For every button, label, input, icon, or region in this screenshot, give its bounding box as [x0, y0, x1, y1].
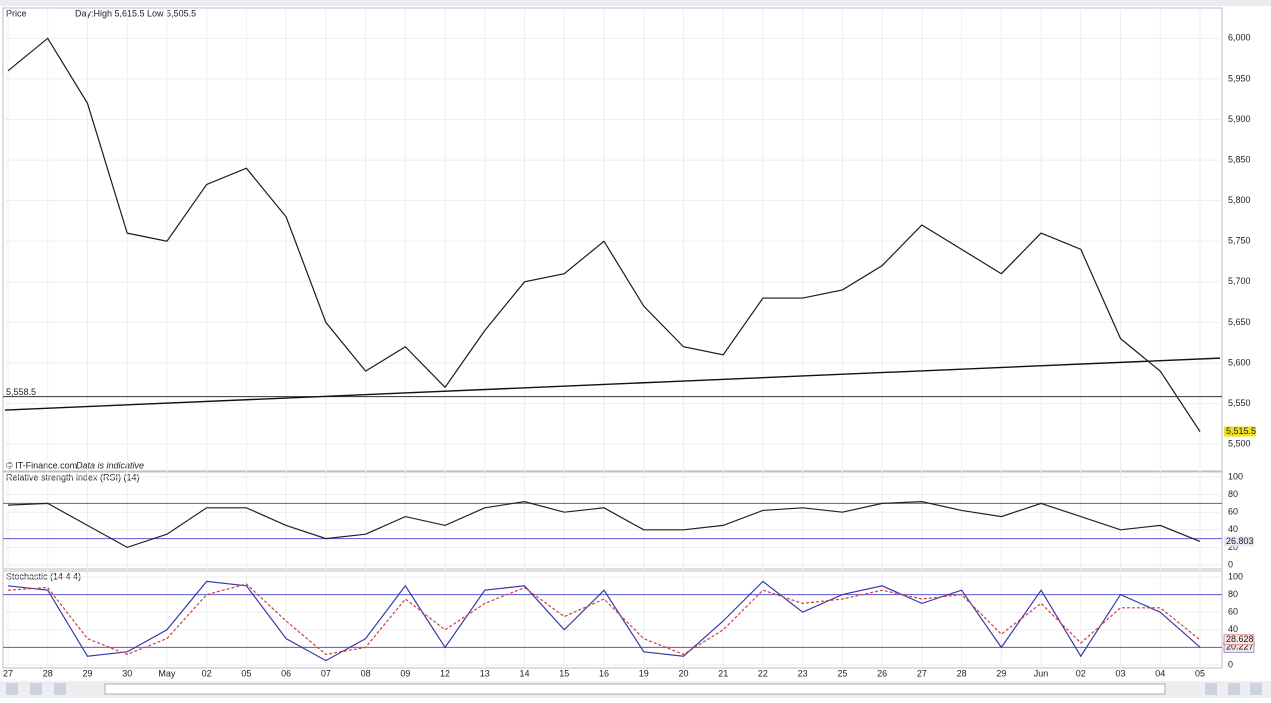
y-tick-label: 60: [1228, 607, 1238, 617]
x-tick-label: 04: [1155, 668, 1165, 678]
price-tag-label: 5,515.5: [1226, 426, 1256, 436]
x-tick-label: 03: [1116, 668, 1126, 678]
y-tick-label: 5,850: [1228, 154, 1251, 164]
y-tick-label: 100: [1228, 571, 1243, 581]
panel-title: Price: [6, 8, 27, 18]
y-tick-label: 60: [1228, 507, 1238, 517]
x-tick-label: 28: [43, 668, 53, 678]
zoom-button[interactable]: [1228, 683, 1240, 695]
price-line: [7, 37, 1201, 432]
rsi-panel: [2, 471, 1223, 570]
y-tick-label: 5,550: [1228, 398, 1251, 408]
stochastic-panel: [2, 570, 1223, 669]
x-tick-label: 13: [480, 668, 490, 678]
y-tick-label: 40: [1228, 524, 1238, 534]
x-tick-label: 25: [837, 668, 847, 678]
x-tick-label: 28: [957, 668, 967, 678]
credit: © IT-Finance.com: [6, 460, 77, 470]
scrollbar[interactable]: [104, 683, 1166, 695]
note: Data is indicative: [76, 460, 144, 470]
y-tick-label: 6,000: [1228, 33, 1251, 43]
y-tick-label: 5,650: [1228, 317, 1251, 327]
support-label: 5,558.5: [6, 387, 36, 397]
y-tick-label: 5,600: [1228, 357, 1251, 367]
y-tick-label: 5,800: [1228, 195, 1251, 205]
tool-button[interactable]: [54, 683, 66, 695]
y-tick-label: 5,500: [1228, 439, 1251, 449]
value-tag: [1223, 634, 1255, 646]
x-tick-label: 15: [559, 668, 569, 678]
x-tick-label: 29: [82, 668, 92, 678]
price-tag: [1224, 426, 1256, 437]
x-tick-label: 20: [678, 668, 688, 678]
value-tag-label: 28.628: [1226, 634, 1254, 644]
price-panel: [2, 7, 1223, 472]
x-tick-label: 27: [3, 668, 13, 678]
y-tick-label: 5,750: [1228, 236, 1251, 246]
trendline: [4, 357, 1221, 411]
price-line: [7, 501, 1201, 549]
x-tick-label: 05: [1195, 668, 1205, 678]
zoom-button[interactable]: [1205, 683, 1217, 695]
y-tick-label: 40: [1228, 624, 1238, 634]
y-tick-label: 20: [1228, 542, 1238, 552]
value-tag-label: 26.803: [1226, 536, 1254, 546]
y-tick-label: 100: [1228, 471, 1243, 481]
x-tick-label: 02: [202, 668, 212, 678]
x-tick-label: 29: [996, 668, 1006, 678]
y-tick-label: 80: [1228, 489, 1238, 499]
value-tag-label: 20.227: [1226, 642, 1254, 652]
toolbar: [0, 0, 1271, 6]
x-tick-label: 05: [241, 668, 251, 678]
tool-button[interactable]: [30, 683, 42, 695]
x-tick-label: 26: [877, 668, 887, 678]
value-tag: [1224, 536, 1254, 547]
x-tick-label: 02: [1076, 668, 1086, 678]
x-tick-label: 22: [758, 668, 768, 678]
x-tick-label: May: [158, 668, 176, 678]
x-tick-label: 21: [718, 668, 728, 678]
tool-button[interactable]: [6, 683, 18, 695]
x-tick-label: 14: [520, 668, 530, 678]
x-tick-label: 08: [361, 668, 371, 678]
x-tick-label: 19: [639, 668, 649, 678]
x-tick-label: Jun: [1034, 668, 1049, 678]
x-tick-label: 09: [400, 668, 410, 678]
x-tick-label: 27: [917, 668, 927, 678]
x-tick-label: 30: [122, 668, 132, 678]
x-tick-label: 12: [440, 668, 450, 678]
panel-title: Stochastic (14 4 4): [6, 571, 81, 581]
y-tick-label: 5,700: [1228, 276, 1251, 286]
x-tick-label: 16: [599, 668, 609, 678]
day-range: Day:High 5,615.5 Low 5,505.5: [75, 8, 196, 18]
y-tick-label: 5,950: [1228, 73, 1251, 83]
y-tick-label: 0: [1228, 659, 1233, 669]
y-tick-label: 0: [1228, 559, 1233, 569]
y-tick-label: 80: [1228, 589, 1238, 599]
x-tick-label: 06: [281, 668, 291, 678]
x-tick-label: 23: [798, 668, 808, 678]
zoom-button[interactable]: [1250, 683, 1262, 695]
x-tick-label: 07: [321, 668, 331, 678]
y-tick-label: 5,900: [1228, 114, 1251, 124]
indicator-line: [7, 580, 1201, 662]
